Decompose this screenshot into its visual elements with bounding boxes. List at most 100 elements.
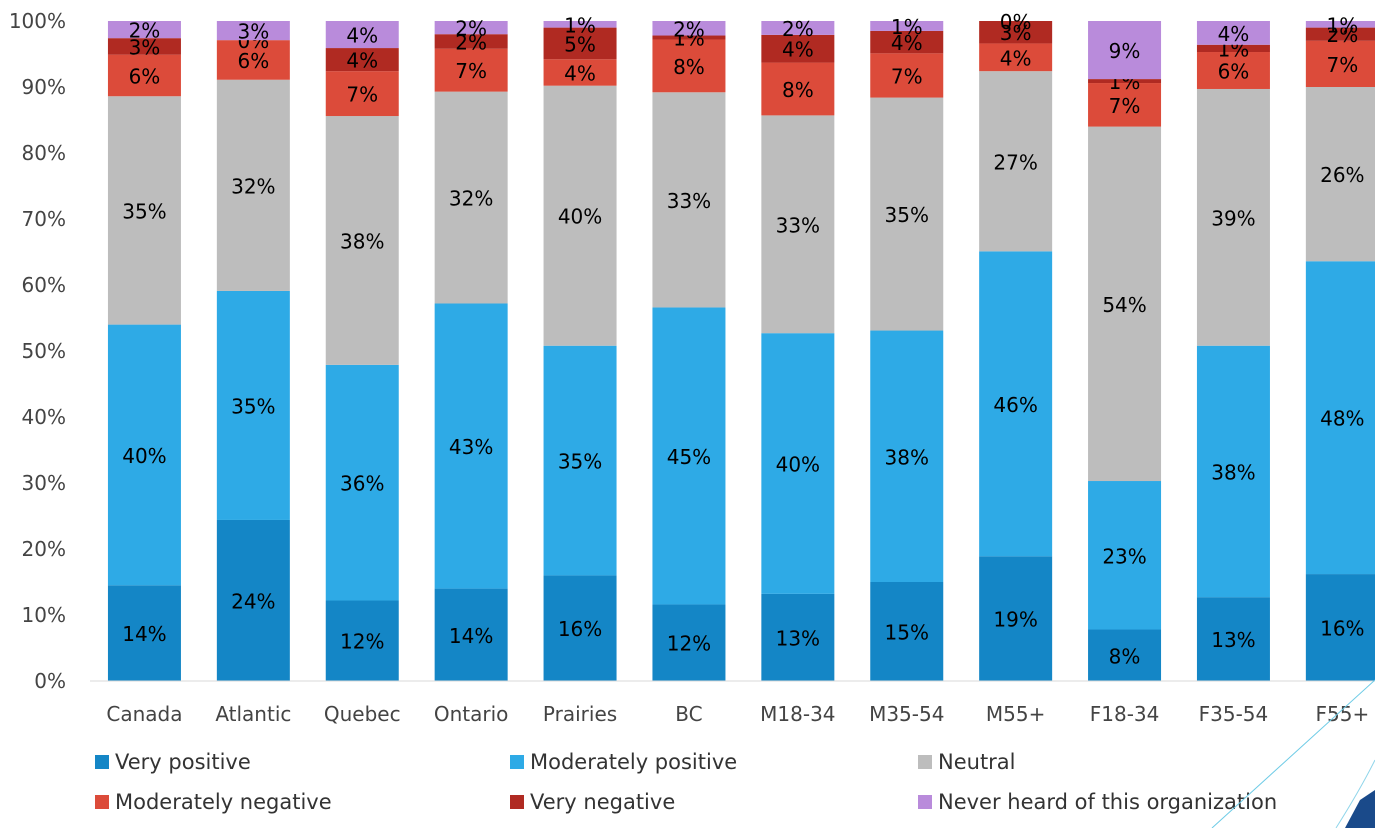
bar-segment	[761, 62, 835, 116]
data-label: 38%	[885, 445, 929, 469]
bar-area: 14%40%35%6%3%2%24%35%32%6%0%3%12%36%38%7…	[107, 10, 1375, 681]
bar-segment	[543, 575, 617, 681]
data-label: 23%	[1102, 544, 1146, 568]
x-tick-label: Quebec	[324, 702, 401, 726]
bar-segment	[216, 519, 290, 681]
x-tick-label: F18-34	[1090, 702, 1160, 726]
bar-segment	[1088, 629, 1162, 681]
data-label: 4%	[346, 24, 378, 48]
data-label: 4%	[564, 61, 596, 85]
data-label: 2%	[673, 17, 705, 41]
y-tick-label: 60%	[22, 273, 66, 297]
bar-segment	[434, 588, 508, 681]
bar-segment	[434, 48, 508, 92]
bar-segment	[652, 35, 726, 40]
y-tick-label: 30%	[22, 471, 66, 495]
bar-segment	[979, 71, 1053, 252]
data-label: 8%	[1109, 644, 1141, 668]
data-label: 6%	[129, 64, 161, 88]
data-label: 15%	[885, 621, 929, 645]
data-label: 48%	[1320, 407, 1364, 431]
bar-segment	[1088, 79, 1162, 84]
bar-stack: 14% 40% 35% 6% 3%2%	[107, 19, 181, 681]
data-label: 27%	[993, 150, 1037, 174]
bar-segment	[1305, 574, 1375, 681]
legend-item: Moderately negative	[95, 790, 332, 814]
legend-label: Moderately negative	[115, 790, 332, 814]
data-label: 7%	[455, 59, 487, 83]
bar-segment	[107, 54, 181, 97]
bar-segment	[107, 21, 181, 39]
bar-segment	[761, 593, 835, 681]
data-label: 12%	[340, 630, 384, 654]
bar-segment	[761, 115, 835, 334]
data-label: 7%	[891, 64, 923, 88]
bar-segment	[325, 71, 399, 117]
y-tick-label: 100%	[9, 9, 66, 33]
data-label: 4%	[782, 38, 814, 62]
legend-item: Very negative	[510, 790, 675, 814]
bar-segment	[652, 604, 726, 681]
bar-segment	[543, 21, 617, 28]
y-tick-label: 50%	[22, 339, 66, 363]
bar-segment	[761, 21, 835, 35]
data-label: 14%	[122, 622, 166, 646]
data-label: 36%	[340, 472, 384, 496]
bar-segment	[1088, 83, 1162, 127]
legend: Very positive Moderately positive Neutral M…	[0, 748, 1375, 828]
data-label: 33%	[667, 189, 711, 213]
data-label: 7%	[346, 83, 378, 107]
data-label: 2%	[129, 19, 161, 43]
bar-segment	[1305, 21, 1375, 28]
bar-segment	[652, 39, 726, 93]
x-tick-label: BC	[675, 702, 702, 726]
legend-swatch	[510, 755, 524, 769]
y-tick-label: 90%	[22, 75, 66, 99]
bar-segment	[543, 85, 617, 346]
bar-segment	[652, 92, 726, 308]
data-label: 8%	[782, 78, 814, 102]
data-label: 12%	[667, 632, 711, 656]
data-label: 39%	[1211, 206, 1255, 230]
bar-stack: 19% 46% 27% 4%3%0%	[979, 10, 1053, 681]
legend-swatch	[918, 795, 932, 809]
y-tick-label: 40%	[22, 405, 66, 429]
bar-segment	[761, 333, 835, 594]
bar-segment	[107, 585, 181, 681]
bar-stack: 12%45%33%8%1%2%	[652, 17, 726, 681]
bar-segment	[1196, 597, 1270, 681]
data-label: 43%	[449, 435, 493, 459]
x-tick-label: Ontario	[434, 702, 509, 726]
y-axis: 0% 10% 20% 30% 40% 50% 60% 70% 80% 90% 100%	[9, 9, 66, 693]
data-label: 2%	[455, 30, 487, 54]
bar-segment	[652, 21, 726, 36]
x-axis: Canada Atlantic Quebec Ontario Prairies BC M18…	[106, 702, 1369, 726]
bar-segment	[434, 21, 508, 35]
legend-item: Very positive	[95, 750, 251, 774]
bar-stack: 14% 43% 32% 7% 2%2%	[434, 17, 508, 681]
bar-segment	[325, 364, 399, 601]
bar-segment	[1088, 481, 1162, 630]
data-label: 7%	[1109, 94, 1141, 118]
data-label: 2%	[782, 17, 814, 41]
data-label: 1%	[1326, 13, 1358, 37]
bar-segment	[1088, 126, 1162, 482]
data-label: 7%	[1326, 53, 1358, 77]
data-label: 2%	[455, 17, 487, 41]
x-tick-label: Prairies	[543, 702, 617, 726]
data-label: 40%	[776, 453, 820, 477]
bar-segment	[1196, 345, 1270, 598]
bar-segment	[1305, 261, 1375, 575]
legend-label: Very negative	[530, 790, 676, 814]
data-label: 1%	[891, 15, 923, 39]
bar-stack: 13% 40% 33% 8% 4%2%	[761, 17, 835, 681]
bar-segment	[979, 21, 1053, 44]
data-label: 4%	[1218, 22, 1250, 46]
bar-stack: 8%23%54%7%1%9%	[1088, 21, 1162, 681]
bar-segment	[325, 600, 399, 681]
x-tick-label: F55+	[1315, 702, 1369, 726]
data-label: 19%	[993, 608, 1037, 632]
bar-stack: 16% 35% 40% 4% 5%1%	[543, 13, 617, 681]
bar-stack: 13%38%39%6%1%4%	[1196, 21, 1270, 681]
